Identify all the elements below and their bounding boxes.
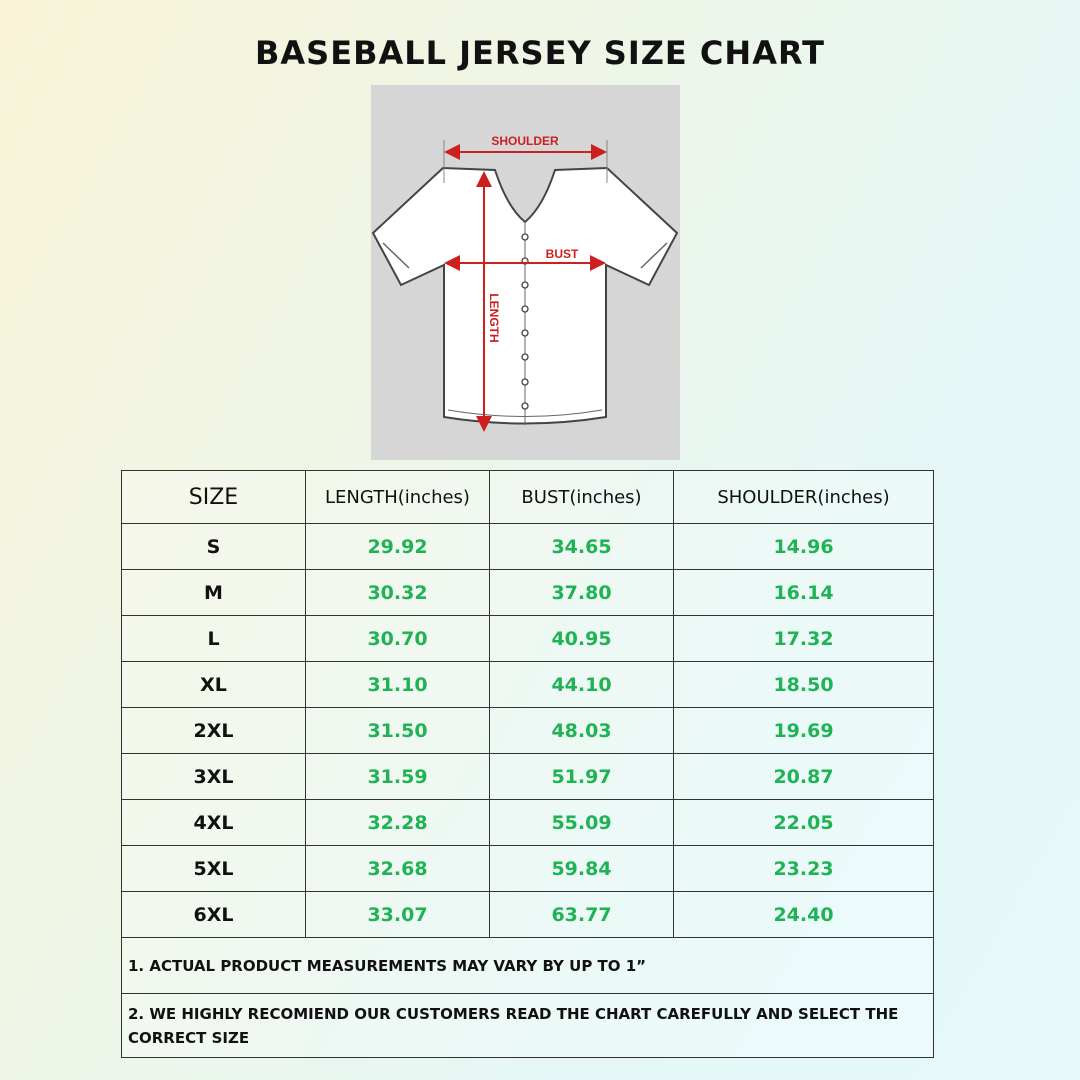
value-cell: 31.10 [305, 661, 490, 708]
value-cell: 22.05 [673, 799, 934, 846]
value-cell: 33.07 [305, 891, 490, 938]
size-row: 3XL 31.59 51.97 20.87 [121, 753, 934, 800]
header-cell: BUST(inches) [489, 470, 674, 524]
value-cell: 17.32 [673, 615, 934, 662]
value-cell: 44.10 [489, 661, 674, 708]
value-cell: 51.97 [489, 753, 674, 800]
size-row: S 29.92 34.65 14.96 [121, 523, 934, 570]
header-cell: LENGTH(inches) [305, 470, 490, 524]
size-cell: 4XL [121, 799, 306, 846]
value-cell: 63.77 [489, 891, 674, 938]
size-cell: S [121, 523, 306, 570]
size-row: 4XL 32.28 55.09 22.05 [121, 799, 934, 846]
size-row: 2XL 31.50 48.03 19.69 [121, 707, 934, 754]
length-label: LENGTH [487, 293, 501, 342]
size-cell: 2XL [121, 707, 306, 754]
value-cell: 18.50 [673, 661, 934, 708]
value-cell: 29.92 [305, 523, 490, 570]
value-cell: 48.03 [489, 707, 674, 754]
header-row: SIZE LENGTH(inches) BUST(inches) SHOULDER(i… [121, 470, 934, 524]
note: 2. WE HIGHLY RECOMIEND OUR CUSTOMERS REA… [121, 993, 934, 1058]
size-row: XL 31.10 44.10 18.50 [121, 661, 934, 708]
value-cell: 31.50 [305, 707, 490, 754]
value-cell: 37.80 [489, 569, 674, 616]
size-cell: 5XL [121, 845, 306, 892]
size-cell: XL [121, 661, 306, 708]
title: Baseball Jersey Size Chart [255, 34, 825, 72]
value-cell: 31.59 [305, 753, 490, 800]
size-cell: L [121, 615, 306, 662]
value-cell: 20.87 [673, 753, 934, 800]
value-cell: 59.84 [489, 845, 674, 892]
size-row: L 30.70 40.95 17.32 [121, 615, 934, 662]
bust-label: BUST [546, 247, 579, 261]
note-row: 2. WE HIGHLY RECOMIEND OUR CUSTOMERS REA… [121, 993, 934, 1058]
value-cell: 32.68 [305, 845, 490, 892]
value-cell: 34.65 [489, 523, 674, 570]
value-cell: 23.23 [673, 845, 934, 892]
value-cell: 30.32 [305, 569, 490, 616]
value-cell: 30.70 [305, 615, 490, 662]
value-cell: 32.28 [305, 799, 490, 846]
shoulder-label: SHOULDER [491, 134, 559, 148]
note: 1. ACTUAL PRODUCT MEASUREMENTS MAY VARY … [121, 937, 934, 994]
size-table: SIZE LENGTH(inches) BUST(inches) SHOULDER(i… [121, 470, 934, 1058]
size-cell: M [121, 569, 306, 616]
value-cell: 14.96 [673, 523, 934, 570]
value-cell: 16.14 [673, 569, 934, 616]
note-row: 1. ACTUAL PRODUCT MEASUREMENTS MAY VARY … [121, 937, 934, 994]
value-cell: 55.09 [489, 799, 674, 846]
size-row: 5XL 32.68 59.84 23.23 [121, 845, 934, 892]
value-cell: 19.69 [673, 707, 934, 754]
value-cell: 24.40 [673, 891, 934, 938]
size-cell: 6XL [121, 891, 306, 938]
header-cell: SHOULDER(inches) [673, 470, 934, 524]
header-cell: SIZE [121, 470, 306, 524]
jersey-diagram: SHOULDER BUST LENGTH [371, 85, 680, 460]
size-cell: 3XL [121, 753, 306, 800]
size-row: 6XL 33.07 63.77 24.40 [121, 891, 934, 938]
value-cell: 40.95 [489, 615, 674, 662]
size-row: M 30.32 37.80 16.14 [121, 569, 934, 616]
